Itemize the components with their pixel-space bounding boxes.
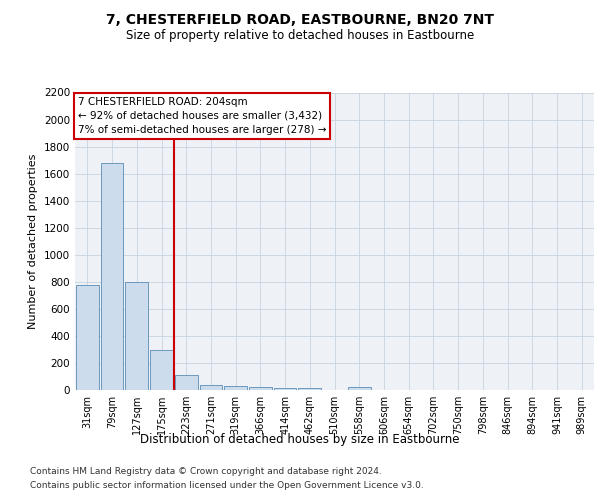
Text: Distribution of detached houses by size in Eastbourne: Distribution of detached houses by size … [140,432,460,446]
Bar [224,386,247,390]
Text: Size of property relative to detached houses in Eastbourne: Size of property relative to detached ho… [126,29,474,42]
Bar [200,385,222,390]
Bar [348,387,371,390]
Text: Contains public sector information licensed under the Open Government Licence v3: Contains public sector information licen… [30,481,424,490]
Bar [150,350,173,390]
Bar [76,285,99,390]
Bar [249,387,272,390]
Y-axis label: Number of detached properties: Number of detached properties [28,154,38,329]
Text: 7 CHESTERFIELD ROAD: 204sqm
← 92% of detached houses are smaller (3,432)
7% of s: 7 CHESTERFIELD ROAD: 204sqm ← 92% of det… [77,97,326,135]
Bar [175,375,197,390]
Text: 7, CHESTERFIELD ROAD, EASTBOURNE, BN20 7NT: 7, CHESTERFIELD ROAD, EASTBOURNE, BN20 7… [106,12,494,26]
Text: Contains HM Land Registry data © Crown copyright and database right 2024.: Contains HM Land Registry data © Crown c… [30,468,382,476]
Bar [274,388,296,390]
Bar [101,164,124,390]
Bar [125,282,148,390]
Bar [298,388,321,390]
